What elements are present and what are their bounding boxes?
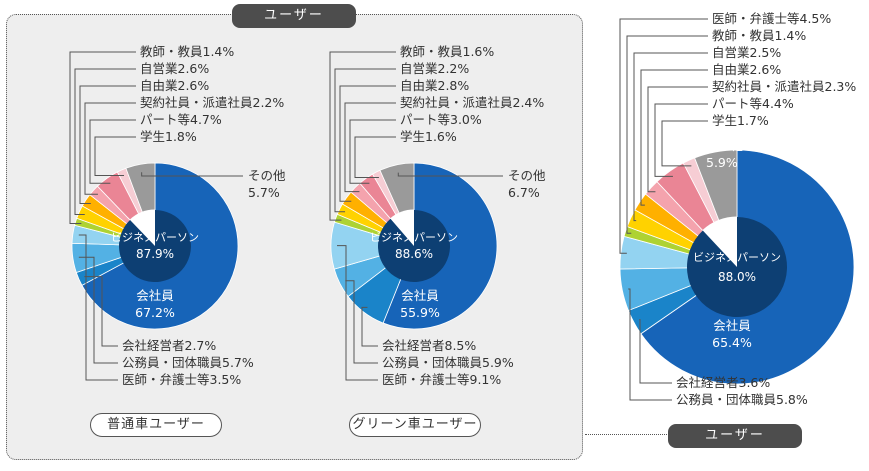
inner-business <box>118 210 191 283</box>
label-other: その他 <box>706 138 744 153</box>
label-company-employee: 会社員 <box>136 288 174 303</box>
label-自由業: 自由業2.8% <box>400 78 469 93</box>
leader-自由業 <box>79 85 136 204</box>
center-label: ビジネスパーソン <box>111 231 199 244</box>
pie-chart-2: ビジネスパーソン 88.6% 会社員 55.9% その他 6.7% 教師・教員1.6% 自営業… <box>329 44 546 387</box>
label-教師・教員: 教師・教員1.4% <box>140 44 234 59</box>
label-公務員・団体職員: 公務員・団体職員5.8% <box>676 392 808 407</box>
leader-契約社員・派遣社員 <box>647 86 708 193</box>
leader-自営業 <box>74 68 136 215</box>
leader-公務員・団体職員 <box>345 280 378 364</box>
leader-教師・教員 <box>69 51 136 224</box>
label-company-employee: 会社員 <box>713 318 751 333</box>
label-教師・教員: 教師・教員1.4% <box>712 28 806 43</box>
leader-医師・弁護士等 <box>78 234 118 381</box>
label-company-employee-value: 55.9% <box>400 305 440 320</box>
leader-医師・弁護士等 <box>337 245 378 381</box>
label-other-value: 5.7% <box>248 185 280 200</box>
label-company-employee: 会社員 <box>401 288 439 303</box>
label-会社経営者: 会社経営者2.7% <box>122 338 216 353</box>
leader-自由業 <box>640 69 708 206</box>
leader-other <box>141 172 243 177</box>
label-会社経営者: 会社経営者8.5% <box>382 338 476 353</box>
leader-会社経営者 <box>361 306 378 347</box>
label-学生: 学生1.7% <box>712 113 769 128</box>
label-パート等: パート等4.4% <box>712 96 794 111</box>
leader-契約社員・派遣社員 <box>84 102 136 195</box>
label-自由業: 自由業2.6% <box>140 78 209 93</box>
leader-パート等 <box>349 119 396 184</box>
label-教師・教員: 教師・教員1.6% <box>400 44 494 59</box>
leader-医師・弁護士等 <box>619 18 708 254</box>
label-医師・弁護士等: 医師・弁護士等4.5% <box>712 11 831 26</box>
leader-パート等 <box>654 103 708 177</box>
label-パート等: パート等3.0% <box>400 112 482 127</box>
label-other-value: 5.9% <box>706 155 738 170</box>
center-value: 88.0% <box>718 270 756 284</box>
chart-green-badge: グリーン車ユーザー <box>349 413 481 437</box>
center-value: 88.6% <box>395 247 433 261</box>
label-自営業: 自営業2.6% <box>140 61 209 76</box>
center-value: 87.9% <box>136 247 174 261</box>
pie-chart-3: ビジネスパーソン 88.0% 会社員 65.4% その他 5.9% 医師・弁護士等4.5% 教… <box>619 11 856 407</box>
label-company-employee-value: 67.2% <box>135 305 175 320</box>
inner-nonbusiness <box>390 209 414 246</box>
label-other: その他 <box>508 168 546 183</box>
leader-other <box>397 172 503 177</box>
label-other-value: 6.7% <box>508 185 540 200</box>
inner-nonbusiness <box>129 209 155 246</box>
chart-all-users-label: ユーザー <box>668 424 802 448</box>
leader-自由業 <box>339 85 396 202</box>
center-label: ビジネスパーソン <box>370 231 458 244</box>
label-company-employee-value: 65.4% <box>712 335 752 350</box>
leader-公務員・団体職員 <box>628 288 672 401</box>
inner-nonbusiness <box>702 216 737 267</box>
chart-regular-badge: 普通車ユーザー <box>90 413 222 437</box>
leader-学生 <box>661 120 708 167</box>
inner-business <box>687 217 787 317</box>
leader-教師・教員 <box>329 51 396 221</box>
label-自営業: 自営業2.2% <box>400 61 469 76</box>
label-契約社員・派遣社員: 契約社員・派遣社員2.2% <box>140 95 284 110</box>
label-医師・弁護士等: 医師・弁護士等9.1% <box>382 372 501 387</box>
leader-自営業 <box>334 68 396 213</box>
center-label: ビジネスパーソン <box>693 251 781 264</box>
leader-契約社員・派遣社員 <box>344 102 396 193</box>
label-公務員・団体職員: 公務員・団体職員5.9% <box>382 355 514 370</box>
leader-会社経営者 <box>639 319 672 384</box>
leader-学生 <box>94 136 136 177</box>
label-自由業: 自由業2.6% <box>712 62 781 77</box>
leader-会社経営者 <box>84 276 118 347</box>
label-自営業: 自営業2.5% <box>712 45 781 60</box>
label-学生: 学生1.8% <box>140 129 197 144</box>
user-group-label: ユーザー <box>232 4 356 28</box>
label-other: その他 <box>248 168 286 183</box>
label-契約社員・派遣社員: 契約社員・派遣社員2.4% <box>400 95 544 110</box>
leader-自営業 <box>633 52 708 222</box>
label-医師・弁護士等: 医師・弁護士等3.5% <box>122 372 241 387</box>
pie-chart-1: ビジネスパーソン 87.9% 会社員 67.2% その他 5.7% 教師・教員1.4% 自営業… <box>69 44 286 387</box>
leader-学生 <box>354 136 396 178</box>
label-公務員・団体職員: 公務員・団体職員5.7% <box>122 355 254 370</box>
label-学生: 学生1.6% <box>400 129 457 144</box>
label-パート等: パート等4.7% <box>140 112 222 127</box>
leader-教師・教員 <box>626 35 708 234</box>
label-会社経営者: 会社経営者3.6% <box>676 375 770 390</box>
inner-business <box>377 210 450 282</box>
label-契約社員・派遣社員: 契約社員・派遣社員2.3% <box>712 79 856 94</box>
connector-line <box>585 434 667 435</box>
leader-パート等 <box>89 119 136 184</box>
